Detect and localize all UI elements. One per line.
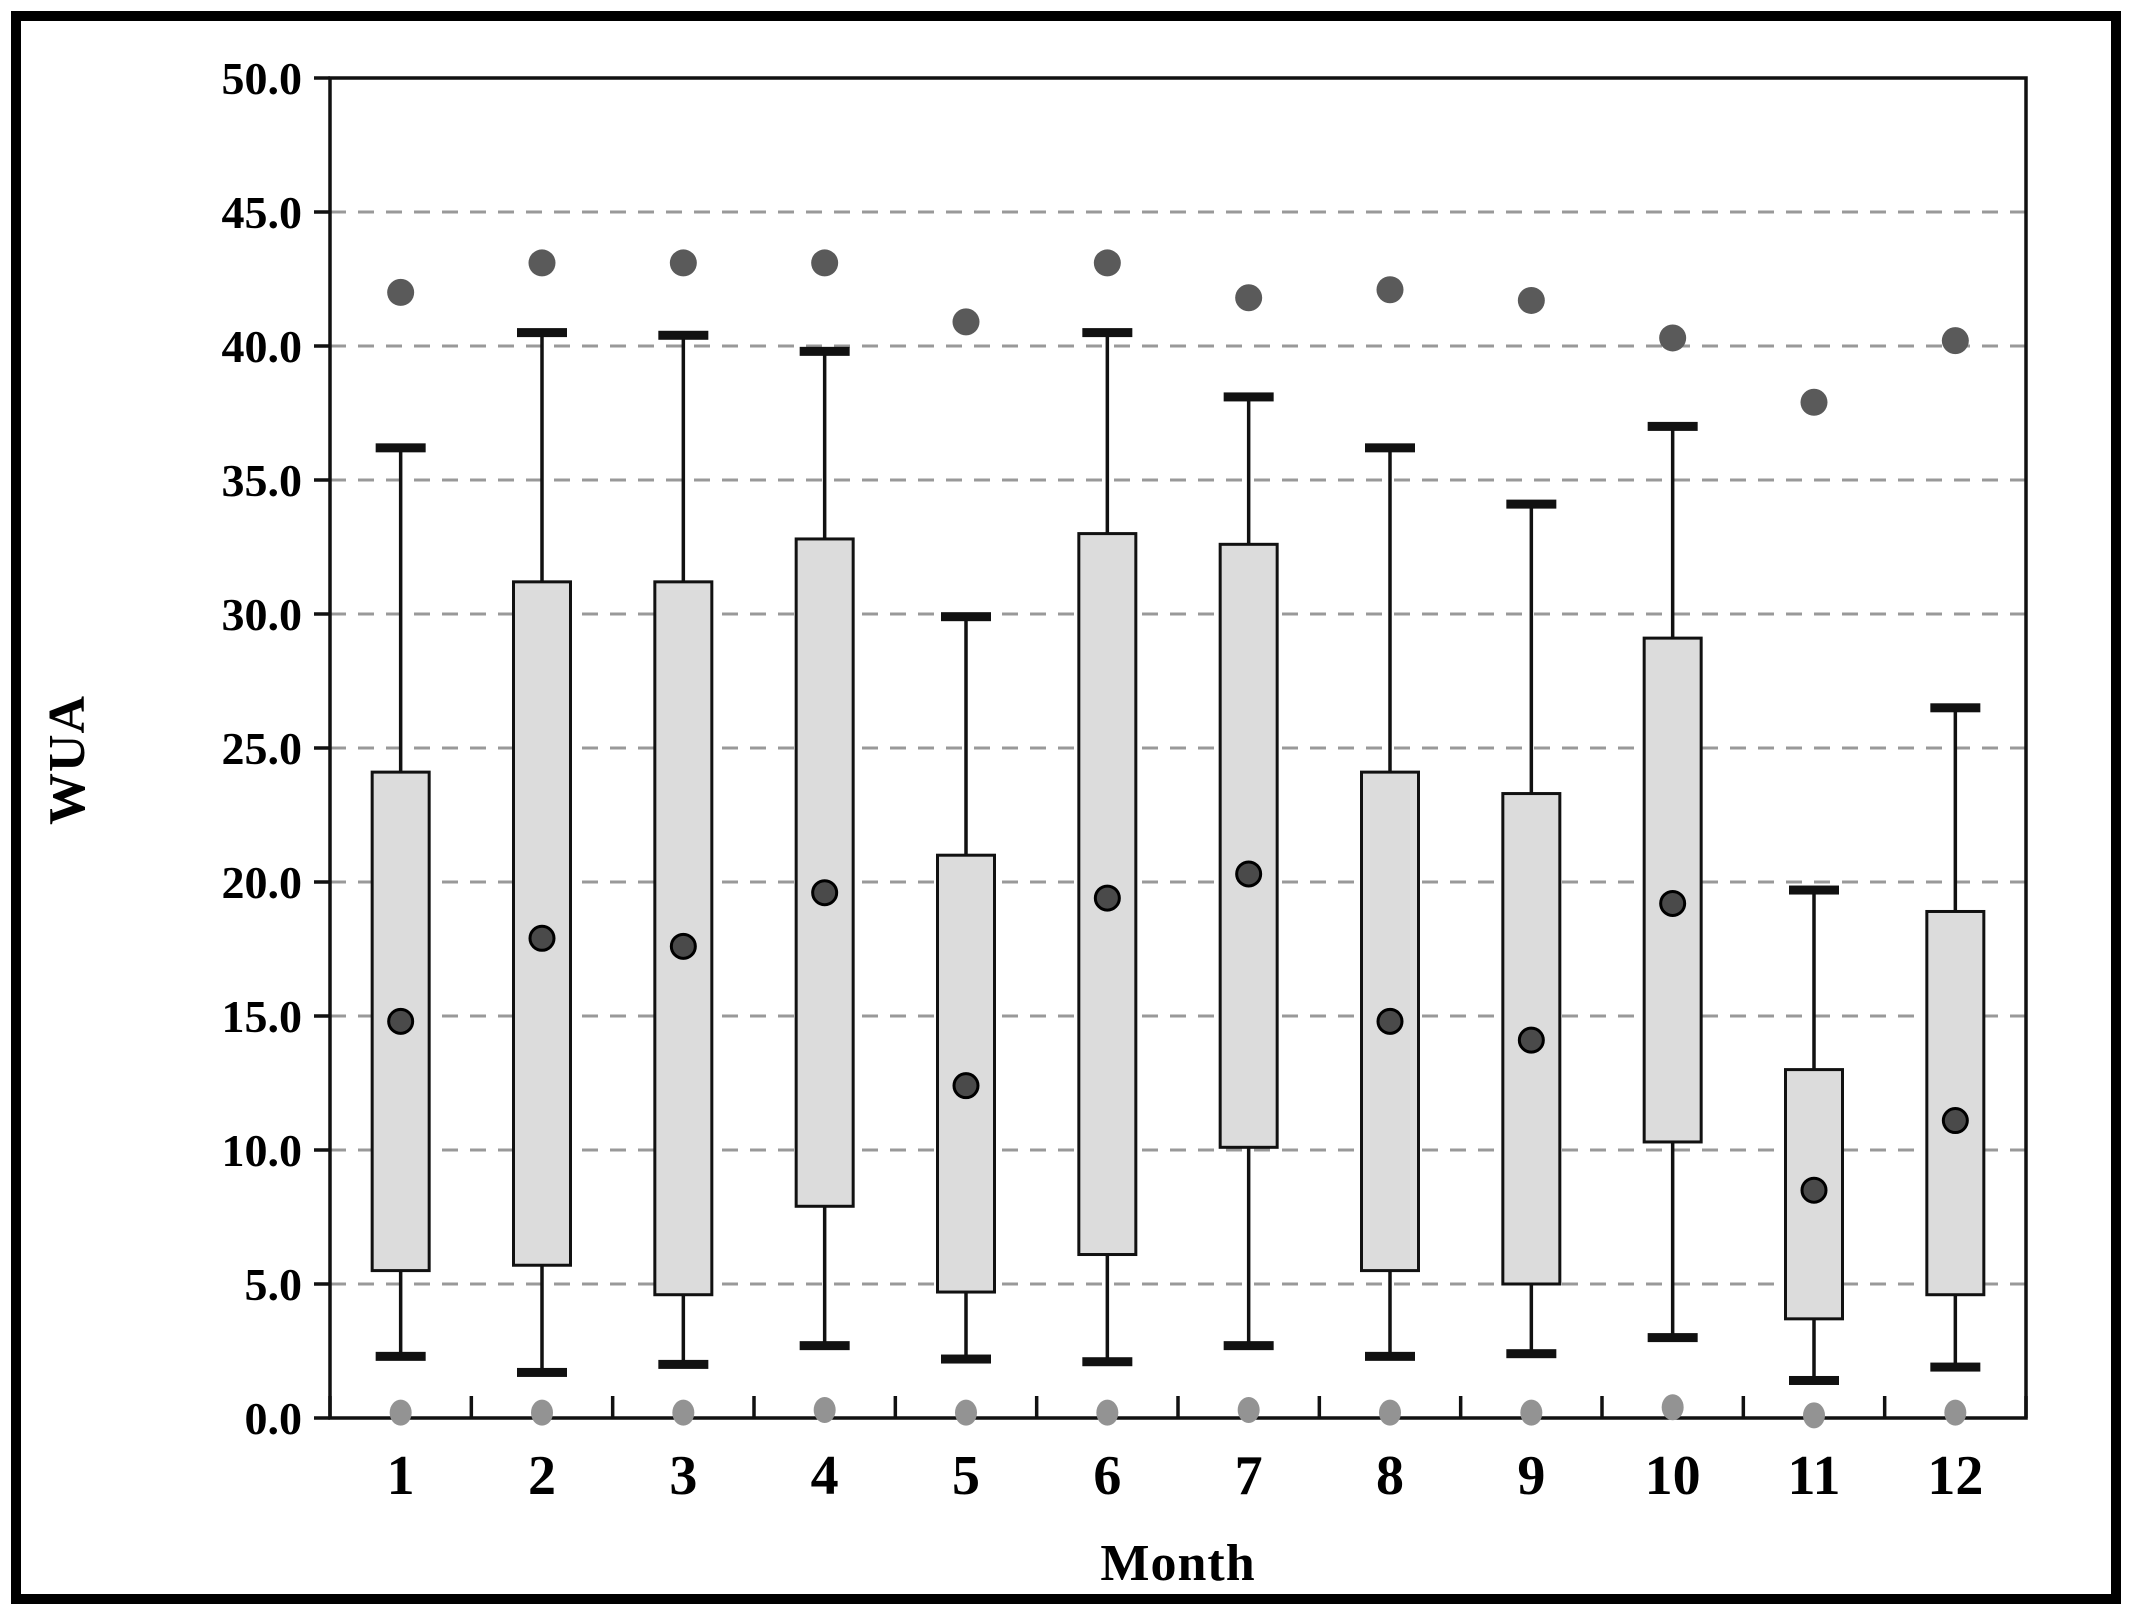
whisker-low-cap-m7 [1223, 1341, 1274, 1351]
x-tick-label-11: 11 [1788, 1445, 1841, 1507]
y-tick-label-5.0: 5.0 [245, 1259, 303, 1310]
whisker-high-cap-m2 [517, 328, 567, 338]
median-dot-m6 [1093, 884, 1121, 912]
iqr-box-m7 [1218, 542, 1279, 1149]
upper-outlier-dot-m4 [811, 249, 839, 277]
upper-outlier-dot-m6 [1093, 249, 1121, 277]
y-tick-label-10.0: 10.0 [222, 1125, 303, 1176]
x-tick-label-10: 10 [1645, 1445, 1701, 1507]
iqr-box-m12 [1925, 909, 1986, 1297]
x-tick-label-8: 8 [1376, 1445, 1404, 1507]
whisker-high-cap-m12 [1930, 703, 1981, 713]
whisker-low-cap-m12 [1930, 1362, 1981, 1372]
y-tick-label-30.0: 30.0 [222, 589, 303, 640]
median-dot-m4 [811, 879, 839, 907]
median-dot-m5 [952, 1072, 980, 1100]
upper-outlier-dot-m8 [1376, 276, 1404, 304]
whisker-high-cap-m5 [941, 612, 991, 622]
x-tick-label-9: 9 [1517, 1445, 1545, 1507]
whisker-high-cap-m1 [375, 443, 426, 453]
x-tick-label-7: 7 [1235, 1445, 1263, 1507]
whisker-low-cap-m8 [1365, 1351, 1415, 1361]
whisker-high-cap-m7 [1223, 392, 1274, 402]
median-dot-m2 [528, 924, 556, 952]
upper-outlier-dot-m2 [528, 249, 556, 277]
x-axis-title: Month [1100, 1535, 1256, 1592]
median-dot-m8 [1376, 1007, 1404, 1035]
whisker-high-cap-m11 [1789, 885, 1839, 895]
y-tick-label-15.0: 15.0 [222, 991, 303, 1042]
whisker-high-cap-m4 [799, 346, 850, 356]
whisker-low-cap-m1 [375, 1351, 426, 1361]
y-tick-label-20.0: 20.0 [222, 857, 303, 908]
x-tick-label-5: 5 [952, 1445, 980, 1507]
y-tick-label-25.0: 25.0 [222, 723, 303, 774]
median-dot-m1 [387, 1007, 415, 1035]
whisker-low-cap-m11 [1789, 1375, 1839, 1385]
upper-outlier-dot-m7 [1235, 284, 1263, 312]
median-dot-m7 [1235, 860, 1263, 888]
lower-outlier-dot-m1 [389, 1399, 412, 1426]
whisker-high-cap-m6 [1082, 328, 1133, 338]
lower-outlier-dot-m5 [955, 1399, 977, 1426]
outer-border [11, 11, 2121, 1604]
lower-outlier-dot-m7 [1237, 1396, 1260, 1423]
whisker-low-cap-m5 [941, 1354, 991, 1364]
lower-outlier-dot-m8 [1379, 1399, 1401, 1426]
lower-outlier-dot-m4 [813, 1396, 836, 1423]
upper-outlier-dot-m5 [952, 308, 980, 336]
x-tick-label-1: 1 [387, 1445, 415, 1507]
median-dot-m9 [1517, 1026, 1545, 1054]
lower-outlier-dot-m3 [672, 1399, 695, 1426]
median-dot-m11 [1800, 1176, 1828, 1204]
upper-outlier-dot-m1 [387, 278, 415, 306]
whisker-low-cap-m10 [1647, 1333, 1698, 1343]
lower-outlier-dot-m12 [1944, 1399, 1967, 1426]
lower-outlier-dot-m11 [1803, 1402, 1825, 1429]
median-dot-m10 [1659, 889, 1687, 917]
lower-outlier-dot-m2 [531, 1399, 553, 1426]
lower-outlier-dot-m9 [1520, 1399, 1543, 1426]
y-tick-label-45.0: 45.0 [222, 187, 303, 238]
whisker-high-cap-m9 [1506, 499, 1557, 509]
upper-outlier-dot-m10 [1659, 324, 1687, 352]
x-tick-label-6: 6 [1093, 1445, 1121, 1507]
upper-outlier-dot-m12 [1941, 327, 1969, 355]
y-tick-label-40.0: 40.0 [222, 321, 303, 372]
x-tick-label-3: 3 [669, 1445, 697, 1507]
x-tick-label-2: 2 [528, 1445, 556, 1507]
x-tick-label-12: 12 [1927, 1445, 1983, 1507]
whisker-high-cap-m3 [658, 330, 709, 340]
iqr-box-m2 [512, 580, 572, 1267]
y-tick-label-0.0: 0.0 [245, 1393, 303, 1444]
whisker-low-cap-m9 [1506, 1349, 1557, 1359]
whisker-high-cap-m10 [1647, 421, 1698, 431]
iqr-box-m4 [794, 537, 855, 1208]
iqr-box-m11 [1784, 1068, 1844, 1321]
y-axis-title: WUA [39, 694, 96, 826]
y-tick-label-50.0: 50.0 [222, 53, 303, 104]
whisker-low-cap-m4 [799, 1341, 850, 1351]
whisker-low-cap-m6 [1082, 1357, 1133, 1367]
y-tick-label-35.0: 35.0 [222, 455, 303, 506]
upper-outlier-dot-m9 [1517, 286, 1545, 314]
median-dot-m12 [1941, 1107, 1969, 1135]
whisker-low-cap-m3 [658, 1359, 709, 1369]
upper-outlier-dot-m11 [1800, 388, 1828, 416]
median-dot-m3 [669, 932, 697, 960]
upper-outlier-dot-m3 [669, 249, 697, 277]
whisker-low-cap-m2 [517, 1367, 567, 1377]
lower-outlier-dot-m10 [1661, 1394, 1684, 1421]
x-tick-label-4: 4 [811, 1445, 839, 1507]
whisker-high-cap-m8 [1365, 443, 1415, 453]
lower-outlier-dot-m6 [1096, 1399, 1119, 1426]
